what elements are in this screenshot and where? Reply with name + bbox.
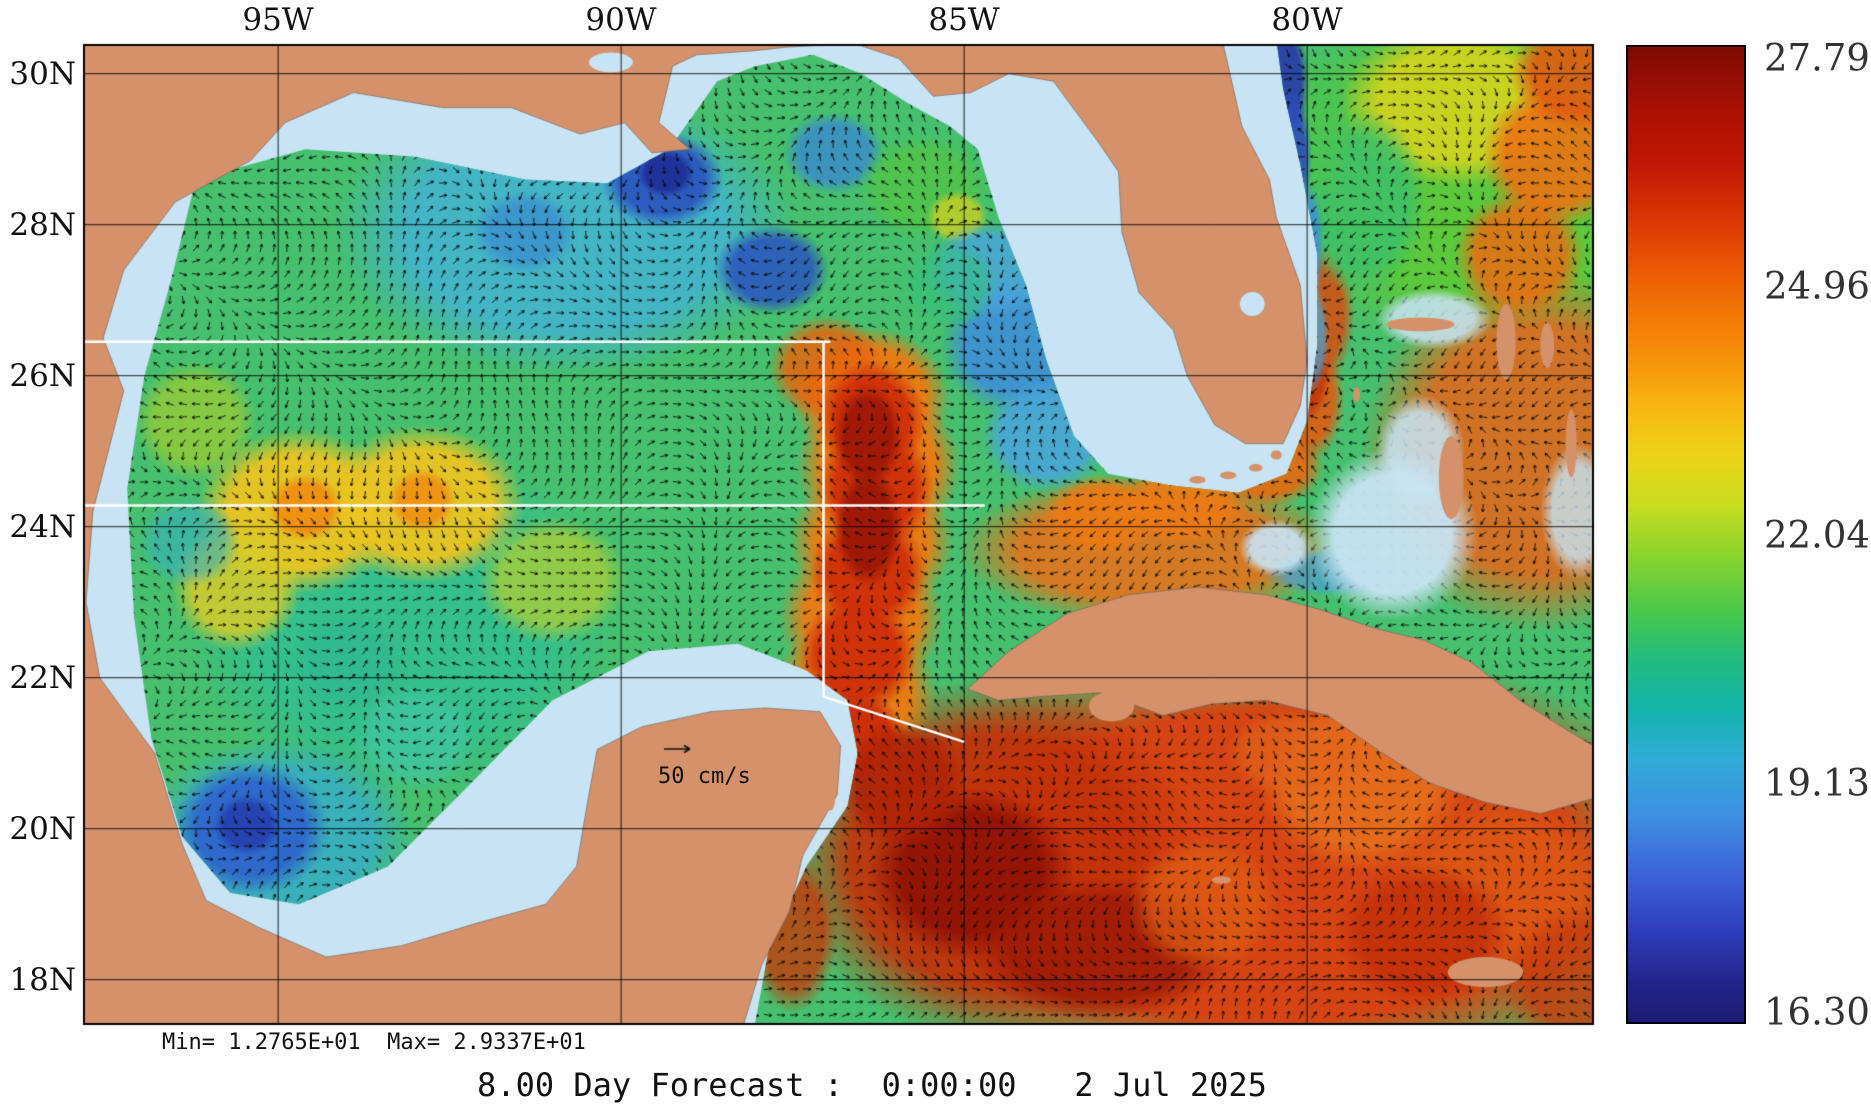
figure-caption: 8.00 Day Forecast : 0:00:00 2 Jul 2025 <box>477 1066 1267 1104</box>
lat-tick-label: 26N <box>9 358 76 394</box>
colorbar-tick-label: 22.04 <box>1764 513 1870 557</box>
lon-tick-label: 95W <box>242 2 314 38</box>
colorbar <box>1626 45 1746 1024</box>
colorbar-tick-label: 16.30 <box>1764 990 1870 1034</box>
lat-tick-label: 18N <box>9 962 76 998</box>
lon-tick-label: 80W <box>1271 2 1343 38</box>
lon-tick-label: 90W <box>585 2 657 38</box>
colorbar-tick-label: 19.13 <box>1764 761 1870 805</box>
lat-tick-label: 30N <box>9 56 76 92</box>
lat-tick-label: 22N <box>9 660 76 696</box>
lat-tick-label: 28N <box>9 207 76 243</box>
lat-tick-label: 20N <box>9 811 76 847</box>
lon-tick-label: 85W <box>928 2 1000 38</box>
colorbar-tick-label: 24.96 <box>1764 264 1870 308</box>
colorbar-tick-label: 27.79 <box>1764 36 1870 80</box>
current-scale-label: 50 cm/s <box>658 764 751 789</box>
minmax-stats: Min= 1.2765E+01 Max= 2.9337E+01 <box>162 1030 586 1055</box>
lat-tick-label: 24N <box>9 509 76 545</box>
